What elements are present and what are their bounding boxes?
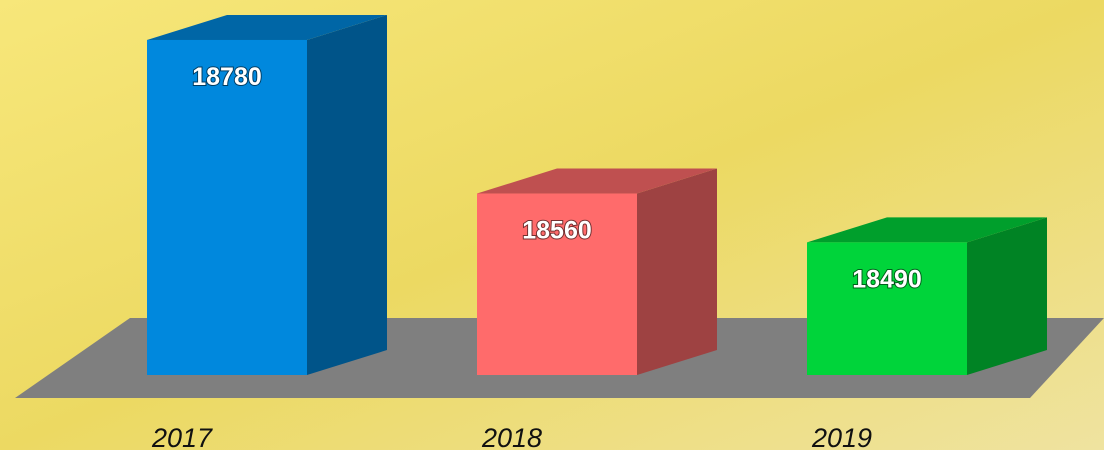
bar-front xyxy=(477,193,637,375)
x-tick-label: 2017 xyxy=(151,423,213,450)
bar-front xyxy=(147,39,307,376)
bar-front xyxy=(807,242,967,375)
bar-side xyxy=(967,217,1047,375)
bar-top xyxy=(807,217,1047,243)
value-label: 18560 xyxy=(522,217,592,245)
bar xyxy=(147,14,387,376)
bar xyxy=(807,217,1047,375)
x-tick-label: 2018 xyxy=(481,423,542,450)
bar-top xyxy=(147,14,387,40)
bar xyxy=(477,168,717,375)
value-label: 18780 xyxy=(192,63,262,91)
value-label: 18490 xyxy=(852,265,922,293)
bar-side xyxy=(637,168,717,375)
bar-side xyxy=(307,14,387,376)
bar-top xyxy=(477,168,717,194)
x-tick-label: 2019 xyxy=(811,423,872,450)
